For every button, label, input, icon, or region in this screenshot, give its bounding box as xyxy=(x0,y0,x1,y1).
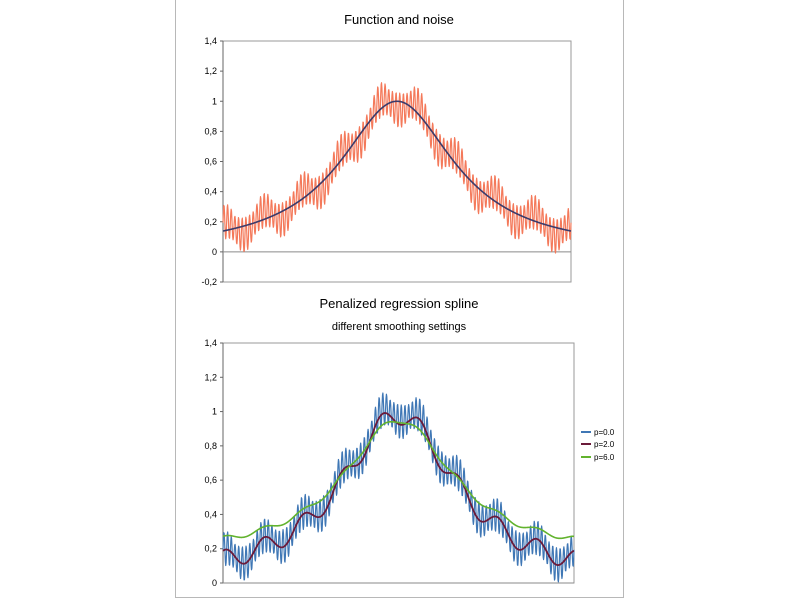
series-p2 xyxy=(222,412,575,566)
chart2-y-tick-label: 0,4 xyxy=(204,509,217,519)
series-p0 xyxy=(222,392,575,583)
chart2-plot-area: 0 0,2 0,4 0,6 0,8 1 1,2 1,4 xyxy=(204,338,575,588)
chart1-y-tick-label: 1 xyxy=(212,96,217,106)
chart2-y-tick-label: 0,8 xyxy=(204,441,217,451)
chart2-y-tick-label: 1,2 xyxy=(204,372,217,382)
chart2-subtitle: different smoothing settings xyxy=(332,321,467,333)
chart1-y-tick-label: 0,4 xyxy=(204,187,217,197)
chart2-y-tick-label: 0,2 xyxy=(204,544,217,554)
series-function xyxy=(222,100,572,232)
chart2-legend: p=0.0 p=2.0 p=6.0 xyxy=(581,428,615,462)
chart1-y-tick-label: 0 xyxy=(212,247,217,257)
chart1-y-tick-label: 1,2 xyxy=(204,66,217,76)
chart2-title: Penalized regression spline xyxy=(320,296,479,311)
chart2-plot-border xyxy=(222,342,575,584)
chart2-y-tick-label: 0,6 xyxy=(204,475,217,485)
chart1-plot-area: -0,2 0 0,2 0,4 0,6 0,8 1 1,2 1,4 xyxy=(201,36,572,287)
chart1-y-tick-label: 0,6 xyxy=(204,157,217,167)
chart2-y-tick-label: 1,4 xyxy=(204,338,217,348)
chart1-y-tick-label: -0,2 xyxy=(201,277,217,287)
chart1-title: Function and noise xyxy=(344,12,454,27)
chart1-y-tick-label: 1,4 xyxy=(204,36,217,46)
series-noisy xyxy=(222,82,572,254)
chart1-y-tick-label: 0,2 xyxy=(204,217,217,227)
legend-label-p0: p=0.0 xyxy=(594,428,615,437)
legend-label-p2: p=2.0 xyxy=(594,440,615,449)
series-p6 xyxy=(222,420,575,540)
legend-label-p6: p=6.0 xyxy=(594,453,615,462)
chart2-y-tick-label: 0 xyxy=(212,578,217,588)
chart1-y-tick-label: 0,8 xyxy=(204,126,217,136)
chart2-y-tick-label: 1 xyxy=(212,407,217,417)
chart1-plot-border xyxy=(222,40,572,283)
